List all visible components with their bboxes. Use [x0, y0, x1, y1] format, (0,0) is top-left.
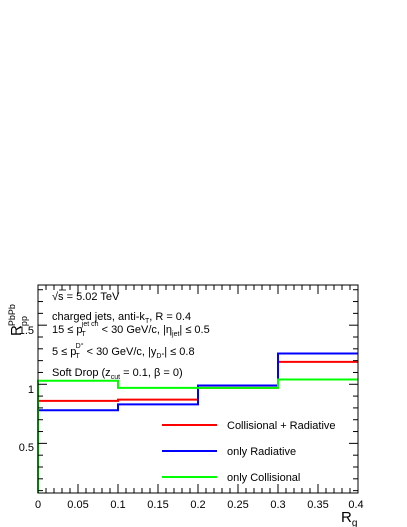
- tick-layer: [37, 285, 359, 493]
- y-tick-labels: 0.5 1 1.5: [19, 325, 34, 454]
- y-tick-label: 1.5: [19, 325, 34, 337]
- y-tick-label: 0.5: [19, 442, 34, 454]
- y-tick-label: 1: [28, 384, 34, 396]
- x-tick-label: 0.05: [67, 499, 88, 511]
- x-tick-label: 0.35: [307, 499, 328, 511]
- series-line-3: [37, 378, 358, 493]
- series-layer: [37, 352, 358, 493]
- x-tick-label: 0.15: [147, 499, 168, 511]
- x-tick-label: 0.25: [227, 499, 248, 511]
- annotation-energy: √s = 5.02 TeV: [52, 291, 120, 303]
- x-tick-label: 0.3: [270, 499, 285, 511]
- x-tick-label: 0: [35, 499, 41, 511]
- series-line-2: [37, 352, 358, 493]
- legend-label: only Radiative: [227, 446, 296, 458]
- legend-label: only Collisional: [227, 472, 300, 484]
- legend-label: Collisional + Radiative: [227, 420, 336, 432]
- x-tick-label: 0.4: [348, 499, 363, 511]
- x-axis-title: Rg: [341, 509, 357, 527]
- x-tick-label: 0.1: [110, 499, 125, 511]
- annotation-d0-pt: 5 ≤ pTD° < 30 GeV/c, |yD°| ≤ 0.8: [52, 342, 195, 360]
- annotation-jets: charged jets, anti-kT, R = 0.4: [52, 311, 191, 325]
- x-tick-label: 0.2: [190, 499, 205, 511]
- annotation-block: √s = 5.02 TeV charged jets, anti-kT, R =…: [52, 289, 210, 381]
- annotation-jet-pt: 15 ≤ pTjet ch < 30 GeV/c, |ηjet| ≤ 0.5: [52, 321, 210, 338]
- x-tick-labels: 0 0.05 0.1 0.15 0.2 0.25 0.3 0.35 0.4: [35, 499, 364, 511]
- legend: Collisional + Radiative only Radiative o…: [162, 420, 336, 484]
- annotation-softdrop: Soft Drop (zcut = 0.1, β = 0): [52, 367, 183, 381]
